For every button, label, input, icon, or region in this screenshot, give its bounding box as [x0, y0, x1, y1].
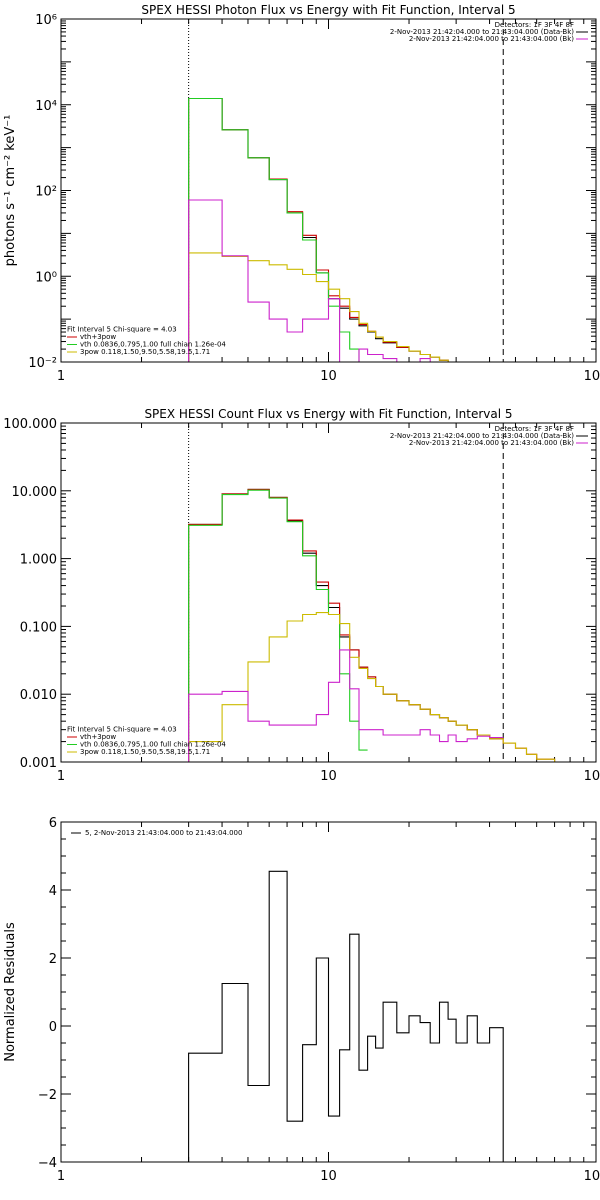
- x-tick-label: 10: [320, 369, 337, 384]
- chart-title: SPEX HESSI Photon Flux vs Energy with Fi…: [141, 3, 515, 17]
- legend-bl-text: Fit Interval 5 Chi-square = 4.03: [67, 726, 177, 734]
- chart-resid: 1 10 100 −4 −2 0 2 4 6 Normalized Residuals 5, 2-N…: [3, 816, 600, 1184]
- y-tick-label: 100.000: [3, 417, 57, 432]
- legend-tr-text: 2-Nov-2013 21:42:04.000 to 21:43:04.000 …: [390, 432, 574, 440]
- series-line-2: [188, 97, 368, 362]
- plot-frame: [60, 422, 597, 763]
- series-group: [188, 97, 516, 362]
- series-line-4: [188, 649, 504, 762]
- y-tick-label: 10²: [35, 185, 57, 200]
- y-tick-label: 10⁶: [35, 13, 57, 28]
- legend-bl-text: vth+3pow: [80, 333, 116, 341]
- y-tick-label: 10⁻²: [28, 356, 57, 371]
- y-tick-label: −2: [38, 1088, 57, 1103]
- series-line-0: [188, 870, 504, 1162]
- legend-bl-text: 3pow 0.118,1.50,9.50,5.58,19.5,1.71: [80, 348, 210, 356]
- plot-frame: [60, 821, 597, 1163]
- y-tick-label: 4: [49, 884, 57, 899]
- series-line-2: [188, 489, 368, 762]
- x-tick-label: 100: [584, 369, 600, 384]
- y-tick-label: 10⁴: [35, 99, 57, 114]
- y-axis-label: photons s⁻¹ cm⁻² keV⁻¹: [3, 115, 18, 267]
- series-line-4: [188, 199, 504, 362]
- y-tick-label: 1.000: [20, 553, 57, 568]
- series-group: [188, 488, 571, 762]
- legend-bl-text: vth 0.0836,0.795,1.00 full chian 1.26e-0…: [80, 341, 226, 349]
- series-line-1: [188, 97, 516, 362]
- y-tick-label: 2: [49, 952, 57, 967]
- y-tick-label: −4: [38, 1156, 57, 1171]
- legend-bl-text: 3pow 0.118,1.50,9.50,5.58,19.5,1.71: [80, 748, 210, 756]
- series-line-0: [188, 97, 504, 362]
- series-group: [188, 870, 504, 1162]
- y-tick-label: 0.010: [20, 688, 57, 703]
- y-tick-label: 10⁰: [35, 270, 57, 285]
- chart-count: SPEX HESSI Count Flux vs Energy with Fit…: [3, 407, 600, 784]
- x-tick-label: 100: [584, 1169, 600, 1184]
- legend-tl-text: 5, 2-Nov-2013 21:43:04.000 to 21:43:04.0…: [85, 829, 242, 837]
- chart-photon: SPEX HESSI Photon Flux vs Energy with Fi…: [3, 3, 600, 384]
- legend-tr-text: Detectors: 1F 3F 4F 8F: [495, 21, 574, 29]
- x-tick-label: 100: [584, 769, 600, 784]
- y-tick-label: 6: [49, 816, 57, 831]
- y-tick-label: 0.001: [20, 756, 57, 771]
- legend-tr-text: 2-Nov-2013 21:42:04.000 to 21:43:04.000 …: [390, 28, 574, 36]
- legend-tr-text: Detectors: 1F 3F 4F 8F: [495, 425, 574, 433]
- series-line-3: [188, 252, 516, 362]
- legend-tr-text: 2-Nov-2013 21:42:04.000 to 21:43:04.000 …: [409, 35, 574, 43]
- series-line-3: [188, 612, 571, 762]
- legend-bl-text: vth+3pow: [80, 733, 116, 741]
- plot-frame: [60, 18, 597, 363]
- legend-bl-text: vth 0.0836,0.795,1.00 full chian 1.26e-0…: [80, 741, 226, 749]
- y-tick-label: 0.100: [20, 620, 57, 635]
- x-tick-label: 1: [57, 369, 65, 384]
- legend-tr-text: 2-Nov-2013 21:42:04.000 to 21:43:04.000 …: [409, 439, 574, 447]
- y-tick-label: 10.000: [12, 485, 58, 500]
- y-tick-label: 0: [49, 1020, 57, 1035]
- x-tick-label: 10: [320, 769, 337, 784]
- x-tick-label: 1: [57, 1169, 65, 1184]
- series-line-1: [188, 488, 571, 762]
- y-axis-label: Normalized Residuals: [3, 922, 18, 1062]
- legend-bl-text: Fit Interval 5 Chi-square = 4.03: [67, 326, 177, 334]
- chart-title: SPEX HESSI Count Flux vs Energy with Fit…: [144, 407, 512, 421]
- x-tick-label: 10: [320, 1169, 337, 1184]
- x-tick-label: 1: [57, 769, 65, 784]
